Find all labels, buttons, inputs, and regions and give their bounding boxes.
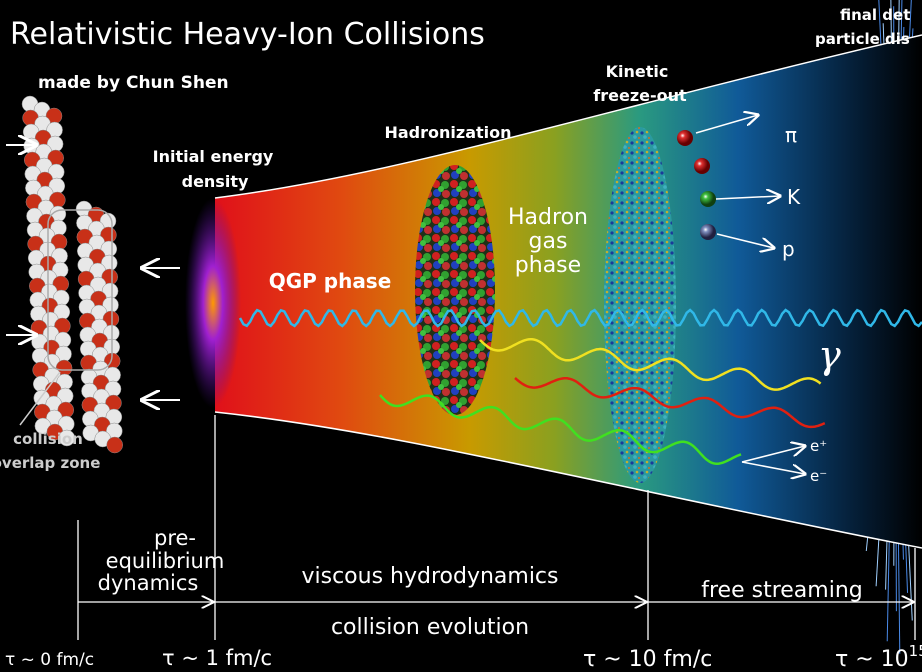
- nuclei: [22, 96, 123, 453]
- label: Hadron: [508, 205, 588, 230]
- particle-label: p: [782, 237, 795, 261]
- stage-label: viscous hydrodynamics: [301, 564, 558, 589]
- label: final det: [840, 6, 910, 24]
- label: freeze-out: [593, 86, 687, 105]
- particle-label: π: [785, 123, 797, 147]
- stage-label: dynamics: [98, 571, 199, 595]
- author: made by Chun Shen: [38, 73, 229, 93]
- particle-label: K: [787, 185, 801, 209]
- particle: [700, 224, 716, 240]
- particle-label: e⁻: [810, 467, 827, 485]
- particle-label: γ: [818, 333, 841, 377]
- time-label: τ ~ 1 fm/c: [162, 646, 272, 670]
- diagram: Relativistic Heavy-Ion Collisions made b…: [0, 0, 922, 672]
- time-label: τ ~ 0 fm/c: [5, 650, 94, 670]
- particle: [677, 130, 693, 146]
- label: QGP phase: [269, 269, 392, 293]
- stage-label: equilibrium: [106, 549, 225, 573]
- label: collision: [13, 430, 83, 448]
- label: gas: [529, 229, 568, 254]
- time-exponent: 15: [909, 642, 922, 660]
- hadron-ellipse: [415, 165, 495, 415]
- label: phase: [515, 253, 581, 278]
- label: particle dis: [815, 30, 910, 48]
- title: Relativistic Heavy-Ion Collisions: [10, 17, 485, 52]
- label: overlap zone: [0, 454, 100, 472]
- label: density: [182, 172, 249, 191]
- stage-label: pre-: [154, 526, 196, 550]
- stage-label: free streaming: [701, 578, 863, 603]
- time-label: τ ~ 1015: [835, 642, 922, 672]
- label: Hadronization: [384, 123, 511, 142]
- page: Relativistic Heavy-Ion Collisions made b…: [0, 0, 922, 672]
- label: Kinetic: [606, 62, 669, 81]
- nucleon: [107, 437, 123, 453]
- initial-density: [185, 198, 241, 408]
- stage-label: collision evolution: [331, 615, 529, 640]
- particle: [700, 191, 716, 207]
- time-label: τ ~ 10 fm/c: [583, 647, 712, 672]
- label: Initial energy: [153, 147, 274, 166]
- particle: [694, 158, 710, 174]
- time-text: τ ~ 10: [835, 647, 909, 672]
- particle-label: e⁺: [810, 437, 827, 455]
